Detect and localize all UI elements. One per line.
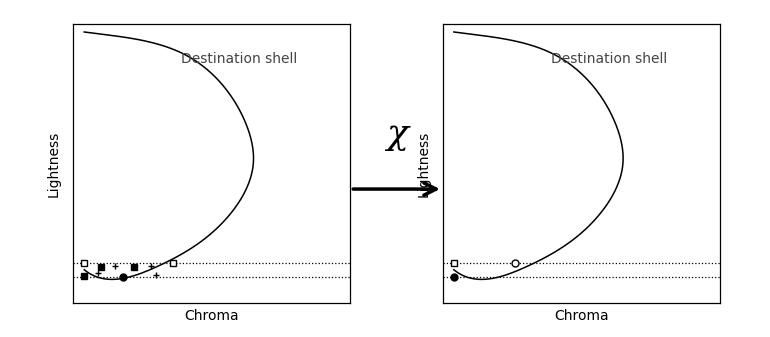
- Text: Lightness: Lightness: [417, 130, 430, 196]
- X-axis label: Chroma: Chroma: [185, 309, 239, 323]
- Text: Destination shell: Destination shell: [182, 52, 297, 66]
- Text: Destination shell: Destination shell: [551, 52, 667, 66]
- X-axis label: Chroma: Chroma: [554, 309, 608, 323]
- Text: Lightness: Lightness: [47, 130, 61, 196]
- Text: χ: χ: [386, 118, 407, 151]
